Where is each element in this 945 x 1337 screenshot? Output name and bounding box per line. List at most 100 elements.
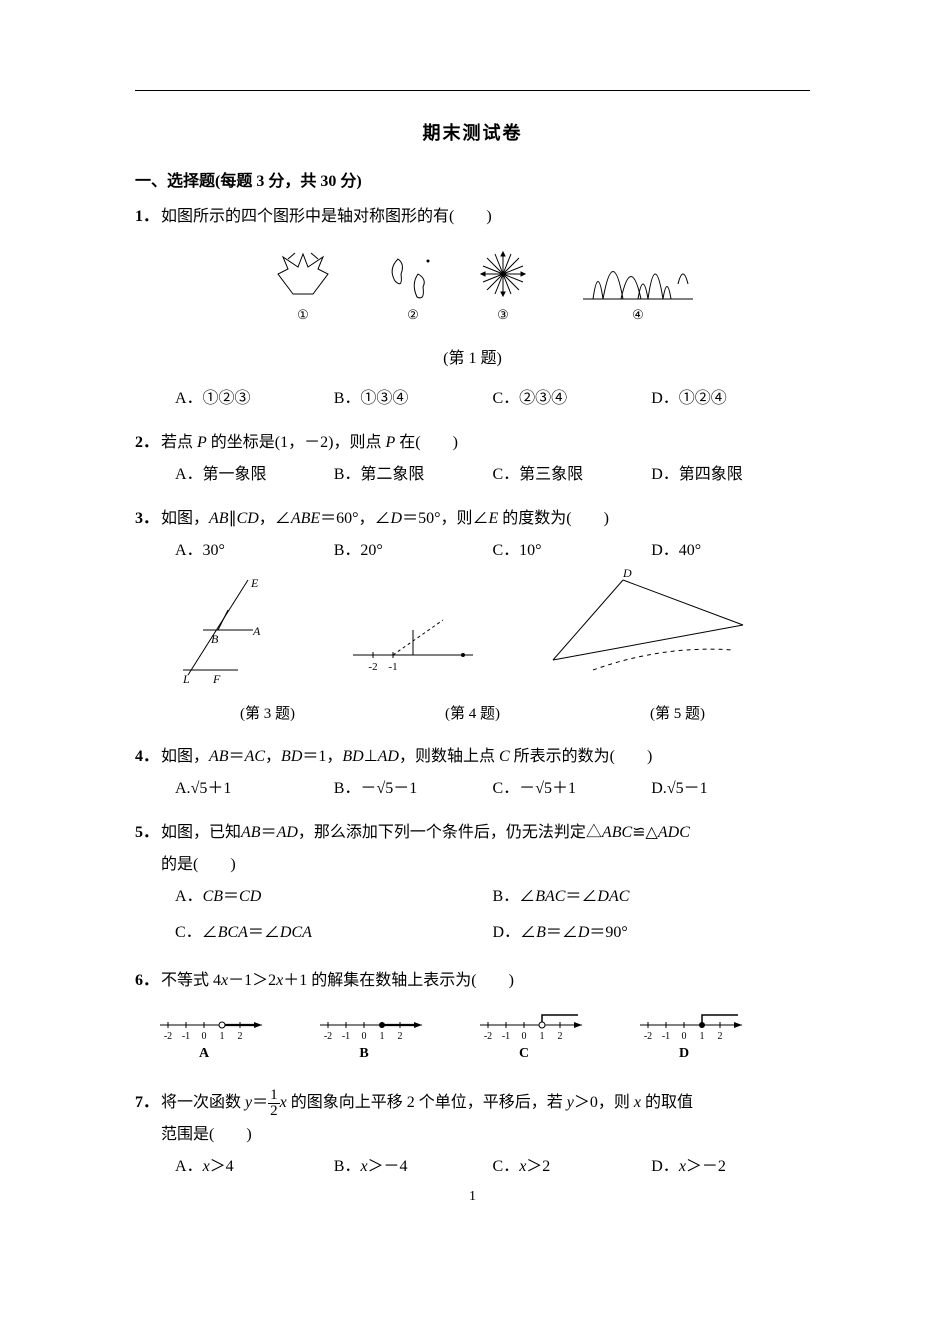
top-rule: [135, 90, 810, 91]
q3-s8: ＝50°，则∠: [402, 510, 488, 527]
q4-s12: 所表示的数为( ): [510, 748, 653, 765]
svg-text:①: ①: [297, 307, 309, 322]
q2-opt-b: B．第二象限: [334, 459, 493, 491]
svg-text:-1: -1: [341, 1031, 349, 1042]
q7-x2: x: [634, 1094, 641, 1111]
svg-text:0: 0: [521, 1031, 526, 1042]
svg-text:-1: -1: [388, 661, 397, 673]
q3-opt-c: C．10°: [493, 535, 652, 567]
q4-s8: ⊥: [364, 748, 378, 765]
q4-opt-a: A.√5＋1: [175, 773, 334, 805]
q3-s0: 如图，: [161, 510, 209, 527]
svg-text:E: E: [250, 576, 259, 590]
q3-s9: E: [489, 510, 499, 527]
svg-text:2: 2: [717, 1031, 722, 1042]
svg-text:-2: -2: [163, 1031, 171, 1042]
q5-opt-c: C．∠BCA＝∠DCA: [175, 917, 493, 949]
q4-s0: 如图，: [161, 748, 209, 765]
svg-text:2: 2: [237, 1031, 242, 1042]
q6-text: 不等式 4x－1＞2x＋1 的解集在数轴上表示为( ): [161, 965, 810, 997]
q1-opt-c: C．②③④: [493, 383, 652, 415]
q7-opt-c: C．x＞2: [493, 1151, 652, 1183]
svg-text:1: 1: [219, 1031, 224, 1042]
q7-y2: y: [567, 1094, 574, 1111]
q4-s1: AB: [209, 748, 229, 765]
q1-figures: ① ②: [135, 239, 810, 341]
svg-text:A: A: [252, 624, 261, 638]
q6-figures: -2-1012A-2-1012B-2-1012C-2-1012D: [135, 1003, 810, 1075]
svg-text:②: ②: [407, 307, 419, 322]
q3-s1: AB: [209, 510, 229, 527]
q4-opt-c: C．－√5＋1: [493, 773, 652, 805]
svg-text:F: F: [212, 672, 221, 686]
q3-s10: 的度数为( ): [498, 510, 609, 527]
q6-num: 6．: [135, 965, 161, 997]
q7-frac: 12: [268, 1088, 280, 1119]
q7-b: 的图象向上平移 2 个单位，平移后，若: [287, 1094, 567, 1111]
page-number: 1: [0, 1189, 945, 1205]
svg-text:0: 0: [201, 1031, 206, 1042]
question-5: 5． 如图，已知AB＝AD，那么添加下列一个条件后，仍无法判定△ABC≌△ADC…: [135, 817, 810, 953]
svg-text:-2: -2: [483, 1031, 491, 1042]
q7-d: 的取值: [641, 1094, 693, 1111]
q4-opt-d: D.√5－1: [651, 773, 810, 805]
svg-text:1: 1: [699, 1031, 704, 1042]
svg-text:2: 2: [557, 1031, 562, 1042]
svg-text:③: ③: [497, 307, 509, 322]
q7-c: ＞0，则: [574, 1094, 634, 1111]
q5-s6: ≌△: [632, 824, 658, 841]
svg-text:1: 1: [539, 1031, 544, 1042]
q4-s3: AC: [245, 748, 265, 765]
q7-fn: 1: [268, 1088, 280, 1104]
svg-text:A: A: [198, 1046, 209, 1061]
q7-num: 7．: [135, 1087, 161, 1119]
svg-text:-2: -2: [323, 1031, 331, 1042]
question-2: 2． 若点 P 的坐标是(1，－2)，则点 P 在( ) A．第一象限 B．第二…: [135, 427, 810, 491]
q4-s2: ＝: [229, 748, 245, 765]
q4-opt-b: B．－√5－1: [334, 773, 493, 805]
question-3: 3． 如图，AB∥CD，∠ABE＝60°，∠D＝50°，则∠E 的度数为( ) …: [135, 503, 810, 729]
q5-s4: ，那么添加下列一个条件后，仍无法判定△: [298, 824, 602, 841]
q345-figures: E B A L F -2 -1: [135, 575, 810, 697]
cap-q4: (第 4 题): [445, 699, 500, 729]
q5-s2: ＝: [261, 824, 277, 841]
q5-num: 5．: [135, 817, 161, 849]
q7-a: 将一次函数: [161, 1094, 245, 1111]
q4-s11: C: [499, 748, 510, 765]
svg-text:-1: -1: [181, 1031, 189, 1042]
section-heading: 一、选择题(每题 3 分，共 30 分): [135, 167, 810, 191]
svg-text:D: D: [678, 1046, 688, 1061]
svg-text:④: ④: [632, 307, 644, 322]
q2-p1: P: [197, 434, 207, 451]
svg-text:-1: -1: [661, 1031, 669, 1042]
question-6: 6． 不等式 4x－1＞2x＋1 的解集在数轴上表示为( ) -2-1012A-…: [135, 965, 810, 1075]
svg-text:1: 1: [379, 1031, 384, 1042]
q2-tc: 在( ): [395, 434, 458, 451]
q4-s7: BD: [342, 748, 363, 765]
q5-s5: ABC: [602, 824, 632, 841]
question-7: 7． 将一次函数 y＝12x 的图象向上平移 2 个单位，平移后，若 y＞0，则…: [135, 1087, 810, 1183]
svg-text:L: L: [182, 672, 190, 686]
q4-s9: AD: [378, 748, 399, 765]
q7-fd: 2: [268, 1104, 280, 1119]
q4-s6: ＝1，: [302, 748, 342, 765]
q2-opt-c: C．第三象限: [493, 459, 652, 491]
q1-num: 1．: [135, 201, 161, 233]
svg-text:B: B: [211, 632, 219, 646]
q1-opt-d: D．①②④: [651, 383, 810, 415]
q3-s6: ＝60°，∠: [320, 510, 390, 527]
q4-num: 4．: [135, 741, 161, 773]
q4-s4: ，: [265, 748, 281, 765]
q4-s10: ，则数轴上点: [399, 748, 499, 765]
q7-text: 将一次函数 y＝12x 的图象向上平移 2 个单位，平移后，若 y＞0，则 x …: [161, 1087, 810, 1151]
svg-text:0: 0: [681, 1031, 686, 1042]
q2-text: 若点 P 的坐标是(1，－2)，则点 P 在( ): [161, 427, 810, 459]
q2-p2: P: [385, 434, 395, 451]
svg-text:-1: -1: [501, 1031, 509, 1042]
q2-ta: 若点: [161, 434, 197, 451]
q1-opt-b: B．①③④: [334, 383, 493, 415]
svg-text:-2: -2: [368, 661, 377, 673]
q2-opt-d: D．第四象限: [651, 459, 810, 491]
q1-fig-caption: (第 1 题): [135, 343, 810, 375]
q2-num: 2．: [135, 427, 161, 459]
